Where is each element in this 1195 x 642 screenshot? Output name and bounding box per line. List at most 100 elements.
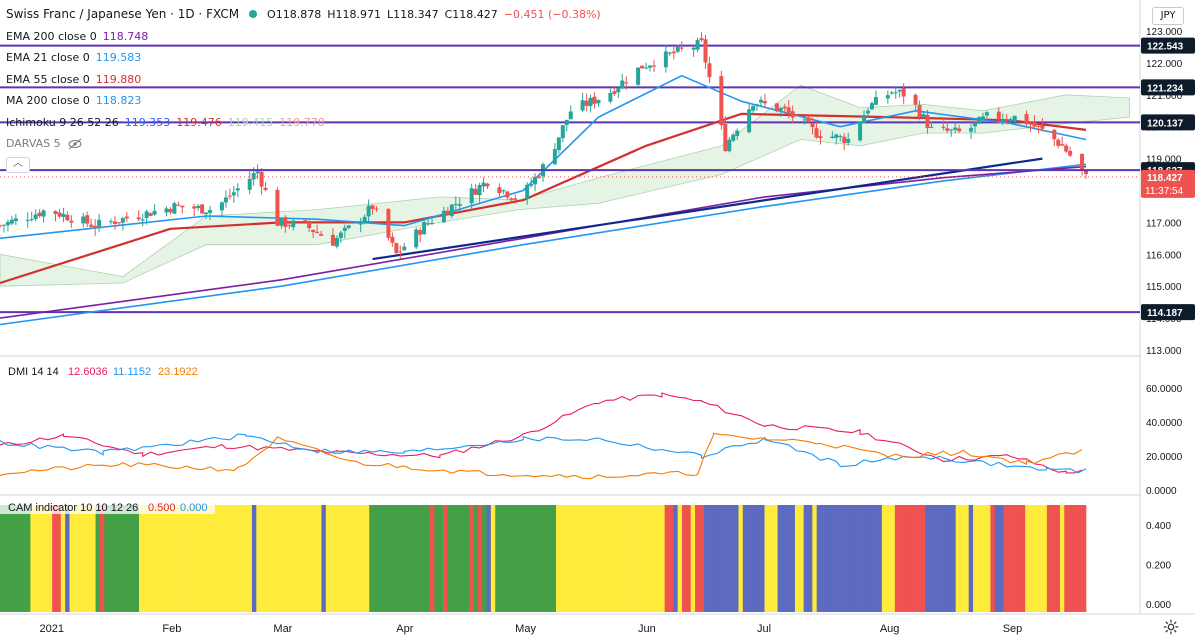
candle-body <box>418 230 423 235</box>
cam-bar <box>330 505 335 612</box>
candle-body <box>616 88 621 93</box>
candle-body <box>1008 120 1013 122</box>
indicator-legend-row[interactable]: MA 200 close 0 118.823 <box>6 93 141 109</box>
cam-bar <box>39 505 44 612</box>
cam-bar <box>264 505 270 612</box>
cam-bar <box>95 505 101 612</box>
symbol-title[interactable]: Swiss Franc / Japanese Yen · 1D · FXCM <box>6 7 240 21</box>
indicator-legend-row[interactable]: EMA 200 close 0 118.748 <box>6 28 148 44</box>
cam-bar <box>438 505 444 612</box>
level-price-label: 114.187 <box>1147 308 1183 319</box>
time-axis-label: Feb <box>162 623 181 635</box>
level-price-label: 122.543 <box>1147 42 1184 53</box>
cam-bar <box>886 505 891 612</box>
cam-bar <box>933 505 939 612</box>
candle-body <box>275 189 280 226</box>
cam-bar <box>243 505 248 612</box>
cam-bar <box>556 505 561 612</box>
cam-bar <box>695 505 700 612</box>
candle-body <box>1004 119 1009 121</box>
candle-body <box>751 105 756 111</box>
candle-body <box>929 126 934 128</box>
indicator-legend-row[interactable]: EMA 55 close 0 119.880 <box>6 71 141 87</box>
candle-body <box>204 212 209 215</box>
cam-bar <box>399 505 405 612</box>
cam-bar <box>708 505 713 612</box>
candle-body <box>311 229 316 233</box>
currency-button[interactable]: JPY <box>1152 7 1184 25</box>
candle-body <box>259 171 264 187</box>
cam-bar <box>842 505 848 612</box>
cam-bar <box>877 505 883 612</box>
candle-body <box>552 149 557 165</box>
indicator-legend-row[interactable]: EMA 21 close 0 119.583 <box>6 50 141 66</box>
cam-bar <box>369 505 374 612</box>
candle-body <box>957 128 962 132</box>
candle-body <box>346 225 351 228</box>
candle-body <box>913 94 918 105</box>
price-tick-label: 116.000 <box>1146 250 1182 261</box>
cam-bar <box>417 505 422 612</box>
cam-bar <box>1016 505 1022 612</box>
cam-bar <box>165 505 170 612</box>
candle-body <box>358 222 363 225</box>
cam-bar <box>1029 505 1035 612</box>
cam-bar <box>677 505 683 612</box>
candle-body <box>61 213 66 217</box>
cam-bar <box>1033 505 1039 612</box>
cam-bar <box>1003 505 1009 612</box>
cam-bar <box>364 505 370 612</box>
cam-bar <box>538 505 544 612</box>
candle-body <box>893 92 898 94</box>
cam-bar <box>308 505 314 612</box>
market-status-icon <box>249 10 258 18</box>
candle-body <box>473 188 478 195</box>
cam-bar <box>147 505 153 612</box>
cam-bar <box>838 505 844 612</box>
cam-bar <box>121 505 127 612</box>
candle-body <box>124 216 129 219</box>
hidden-eye-icon[interactable] <box>67 138 83 150</box>
candle-body <box>679 47 684 49</box>
dmi-series-line <box>0 432 1083 480</box>
cam-bar <box>91 505 96 612</box>
cam-bar <box>551 505 557 612</box>
candle-body <box>556 137 561 151</box>
candle-body <box>695 40 700 50</box>
candle-body <box>782 106 787 109</box>
cam-bar <box>421 505 427 612</box>
candle-body <box>41 210 46 217</box>
collapse-legend-button[interactable]: ︿ <box>6 157 30 173</box>
candle-body <box>172 203 177 214</box>
candle-body <box>140 219 145 221</box>
indicator-legend-row[interactable]: Ichimoku 9 26 52 26 119.353 119.476 119.415… <box>6 114 325 130</box>
indicator-value: 119.353 <box>124 115 171 129</box>
cam-bar <box>299 505 305 612</box>
gear-icon[interactable] <box>1162 618 1180 636</box>
cam-bar <box>169 505 175 612</box>
cam-bar <box>152 505 157 612</box>
candle-body <box>648 65 653 68</box>
candle-body <box>144 211 149 219</box>
candle-body <box>1068 150 1073 156</box>
indicator-legend-row[interactable]: DARVAS 5 <box>6 136 83 152</box>
cam-bar <box>212 505 218 612</box>
cam-bar <box>4 505 9 612</box>
indicator-value: 119.778 <box>279 115 325 129</box>
candle-body <box>0 225 2 227</box>
cam-bar <box>464 505 470 612</box>
cam-bar <box>612 505 618 612</box>
cam-bar <box>608 505 613 612</box>
ema55-line <box>0 112 1087 285</box>
cam-bar <box>668 505 674 612</box>
cam-bar <box>773 505 778 612</box>
candle-body <box>830 136 835 138</box>
candle-body <box>917 105 922 118</box>
time-axis-label: May <box>515 623 536 635</box>
cam-bar <box>864 505 870 612</box>
ohlc-change: −0.451 (−0.38%) <box>503 7 601 21</box>
cam-bar <box>686 505 691 612</box>
candle-body <box>1028 123 1033 125</box>
cam-bar <box>360 505 366 612</box>
